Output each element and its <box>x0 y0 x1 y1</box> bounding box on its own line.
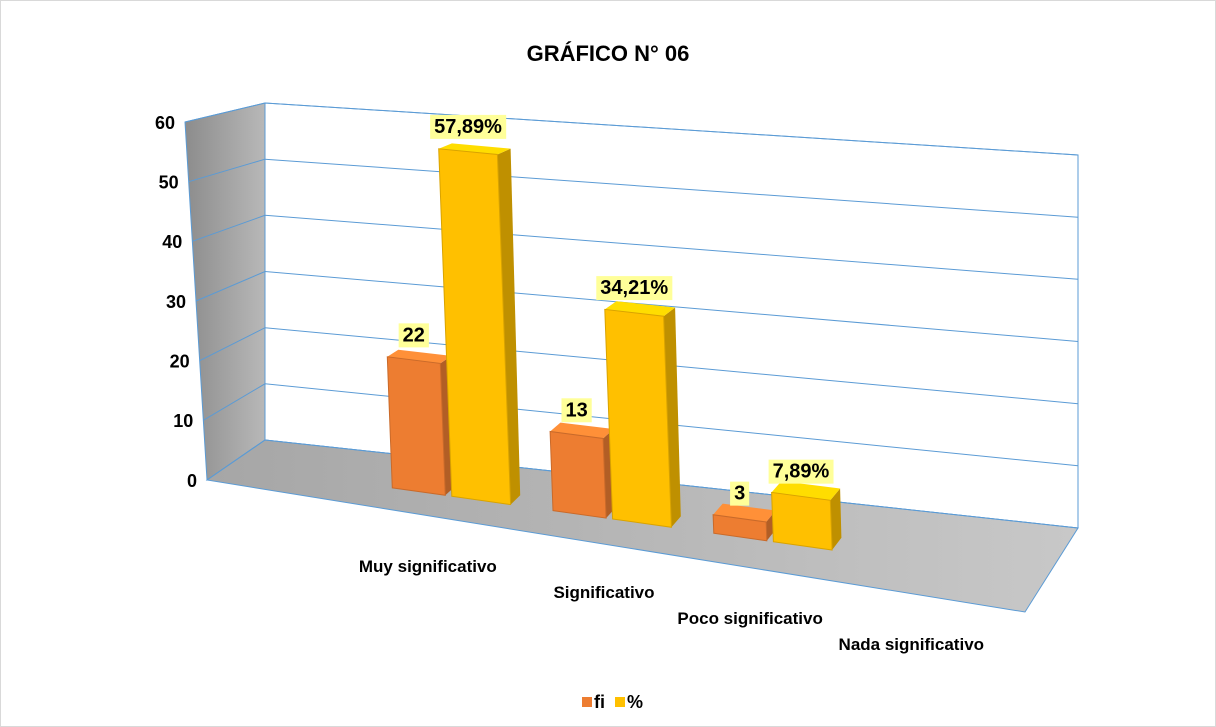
bar <box>438 143 521 506</box>
bar-front <box>712 514 768 542</box>
legend-label: % <box>627 692 643 712</box>
y-tick-label: 40 <box>162 232 182 252</box>
legend-swatch <box>615 697 625 707</box>
grid-line <box>199 327 1079 405</box>
data-label: 22 <box>403 324 425 346</box>
y-tick-label: 30 <box>166 292 186 312</box>
data-label-box <box>561 398 592 423</box>
data-label-box <box>398 323 429 348</box>
legend-swatch <box>582 697 592 707</box>
data-label-box <box>430 114 507 139</box>
grid-line <box>184 102 1079 156</box>
bar-front <box>604 308 672 528</box>
bar-front <box>438 148 512 506</box>
bar-top <box>387 349 452 364</box>
data-label-box <box>730 481 750 506</box>
y-tick-label: 50 <box>159 172 179 192</box>
data-label: 13 <box>565 399 587 421</box>
x-tick-label: Muy significativo <box>358 556 497 576</box>
bar-top <box>604 301 676 317</box>
data-label: 34,21% <box>600 277 668 299</box>
bar <box>771 481 842 551</box>
grid-line <box>195 270 1079 342</box>
chart-title: GRÁFICO N° 06 <box>527 41 690 66</box>
data-label-box <box>596 276 673 301</box>
bar-top <box>713 503 776 522</box>
y-tick-label: 10 <box>173 411 193 431</box>
y-tick-label: 20 <box>170 351 190 371</box>
bar <box>386 349 455 496</box>
bar-side <box>830 488 842 550</box>
data-label-box <box>768 459 834 484</box>
grid-line <box>203 383 1079 467</box>
y-tick-label: 60 <box>155 113 175 133</box>
bar <box>604 301 681 528</box>
y-tick-label: 0 <box>187 471 197 491</box>
bar-front <box>771 491 833 551</box>
bar-side <box>663 307 681 528</box>
bar-front <box>386 356 446 496</box>
bar <box>549 422 616 519</box>
side-wall <box>184 102 266 481</box>
bar-top <box>438 143 511 155</box>
bar-top <box>771 481 841 501</box>
legend-label: fi <box>594 692 605 712</box>
data-label: 3 <box>734 483 745 505</box>
bar-top <box>550 422 614 439</box>
bar-front <box>549 430 607 519</box>
x-tick-label: Poco significativo <box>677 608 823 628</box>
bar <box>712 503 777 542</box>
bar-side <box>497 148 521 505</box>
data-label: 7,89% <box>773 461 830 483</box>
x-tick-label: Nada significativo <box>838 634 985 654</box>
grid-line <box>192 214 1079 280</box>
x-tick-label: Significativo <box>553 582 655 602</box>
grid-line <box>188 158 1079 218</box>
data-label: 57,89% <box>434 116 502 138</box>
